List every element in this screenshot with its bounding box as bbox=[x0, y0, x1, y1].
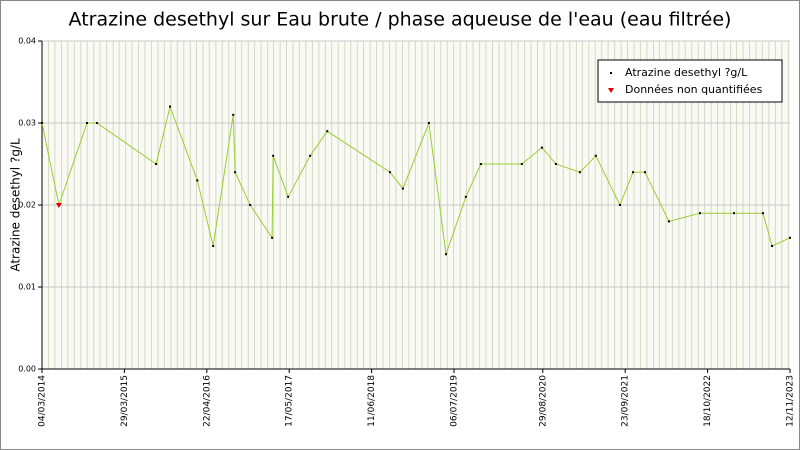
point bbox=[326, 130, 329, 133]
point bbox=[309, 154, 312, 157]
y-axis-label: Atrazine desethyl ?g/L bbox=[9, 138, 23, 272]
chart-title: Atrazine desethyl sur Eau brute / phase … bbox=[69, 9, 732, 31]
series-line bbox=[41, 104, 791, 255]
point bbox=[618, 204, 621, 206]
point bbox=[771, 245, 774, 247]
y-tick-label: 0.03 bbox=[18, 119, 36, 128]
point bbox=[540, 146, 543, 149]
point bbox=[86, 122, 89, 124]
point bbox=[479, 163, 482, 165]
point bbox=[789, 236, 791, 239]
point bbox=[667, 220, 670, 223]
point bbox=[698, 212, 701, 215]
point bbox=[271, 236, 274, 239]
point bbox=[401, 187, 404, 190]
point bbox=[445, 253, 448, 256]
x-tick-label: 23/09/2021 bbox=[621, 375, 631, 427]
x-tick-label: 06/07/2019 bbox=[450, 375, 460, 427]
x-tick-label: 29/03/2015 bbox=[120, 375, 130, 427]
point bbox=[644, 171, 647, 174]
x-tick-label: 12/11/2023 bbox=[786, 375, 796, 427]
point bbox=[249, 204, 252, 206]
point bbox=[761, 212, 764, 215]
legend-marker bbox=[610, 72, 612, 74]
y-tick-label: 0.02 bbox=[18, 201, 36, 210]
x-tick-label: 29/08/2020 bbox=[538, 375, 548, 427]
point bbox=[287, 195, 290, 198]
point bbox=[155, 163, 158, 165]
point bbox=[389, 171, 392, 174]
legend-label: Atrazine desethyl ?g/L bbox=[625, 66, 748, 79]
point bbox=[733, 212, 736, 215]
point bbox=[212, 245, 215, 247]
point bbox=[41, 122, 43, 124]
x-tick-label: 04/03/2014 bbox=[38, 375, 48, 427]
x-tick-label: 22/04/2016 bbox=[202, 375, 212, 427]
legend-box bbox=[597, 59, 783, 103]
point bbox=[594, 154, 597, 157]
point bbox=[272, 154, 275, 157]
y-tick-label: 0.01 bbox=[18, 283, 36, 292]
point bbox=[169, 105, 172, 108]
point bbox=[554, 163, 557, 165]
x-tick-label: 11/06/2018 bbox=[367, 375, 377, 427]
legend-label: Données non quantifiées bbox=[625, 83, 763, 96]
point bbox=[196, 179, 199, 182]
y-tick-label: 0.00 bbox=[18, 365, 36, 374]
legend-marker bbox=[608, 88, 614, 93]
point bbox=[578, 171, 581, 174]
point bbox=[427, 122, 430, 124]
point bbox=[632, 171, 635, 174]
point bbox=[55, 203, 62, 208]
y-tick-label: 0.04 bbox=[18, 37, 36, 46]
point bbox=[464, 195, 467, 198]
point bbox=[95, 122, 98, 124]
point bbox=[520, 163, 523, 165]
x-tick-label: 18/10/2022 bbox=[703, 375, 713, 427]
point bbox=[232, 113, 235, 116]
point bbox=[234, 171, 237, 174]
x-tick-label: 17/05/2017 bbox=[285, 375, 295, 427]
